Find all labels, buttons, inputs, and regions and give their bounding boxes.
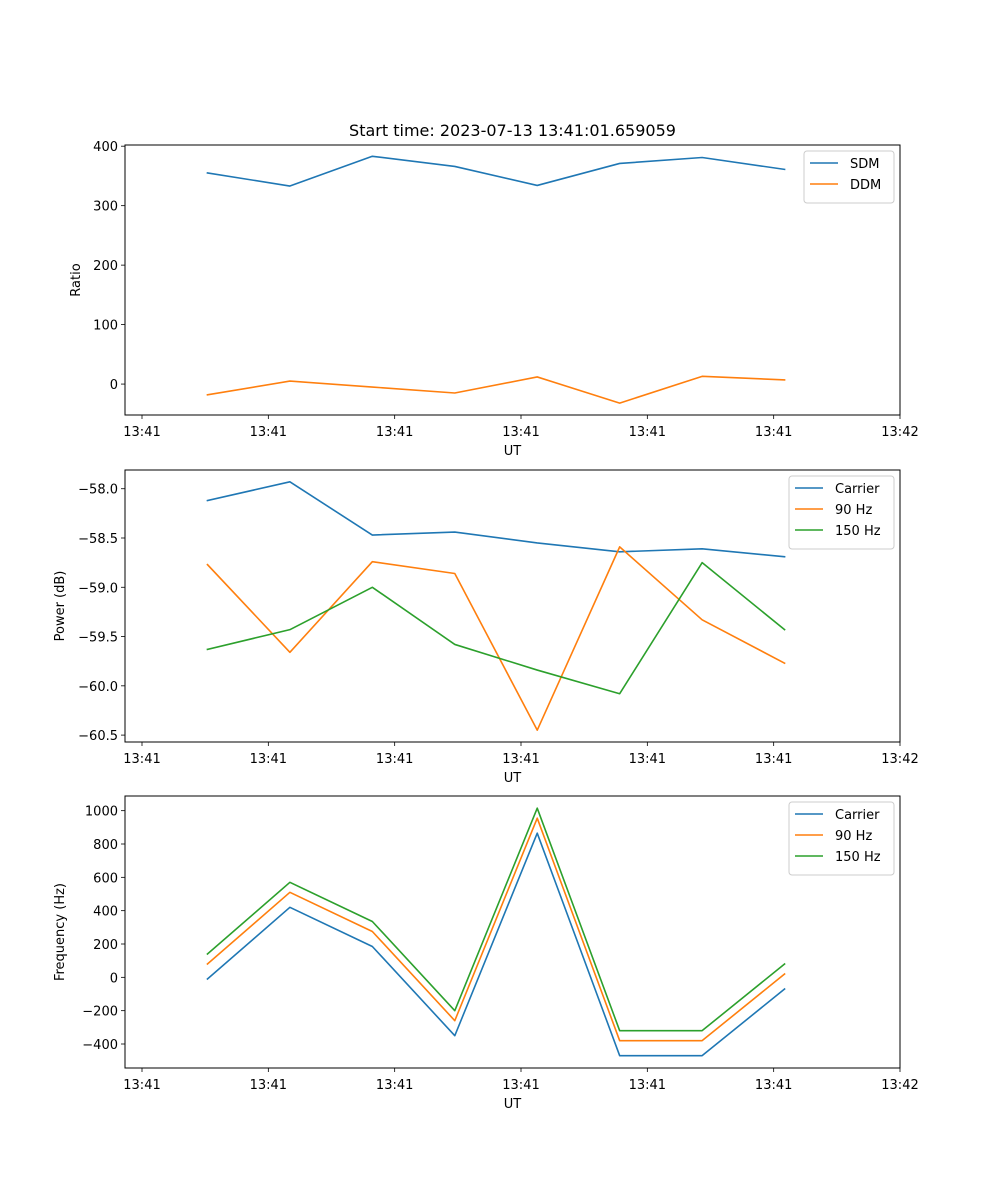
x-tick-label: 13:41 — [123, 425, 160, 440]
y-tick-label: 400 — [93, 140, 118, 155]
series-line-150-hz — [206, 561, 786, 695]
x-tick-label: 13:41 — [502, 425, 539, 440]
legend-label: 150 Hz — [835, 524, 881, 539]
x-tick-label: 13:41 — [502, 752, 539, 767]
x-tick-label: 13:41 — [755, 752, 792, 767]
y-tick-label: −58.5 — [78, 532, 118, 547]
y-tick-label: 0 — [110, 971, 118, 986]
subplot-1: 13:41 13:41 13:41 13:41 13:41 13:41 13:42 UT 0 10… — [69, 140, 919, 459]
y-tick-label: 100 — [93, 319, 118, 334]
x-tick-label: 13:41 — [376, 1078, 413, 1093]
axes-frame — [124, 469, 901, 743]
axes-frame — [124, 144, 901, 416]
series-line-sdm — [206, 155, 786, 187]
axes-frame — [124, 795, 901, 1069]
x-axis-label: UT — [504, 1097, 522, 1112]
x-tick-label: 13:41 — [123, 1078, 160, 1093]
x-tick-label: 13:41 — [755, 1078, 792, 1093]
legend-box — [803, 150, 895, 204]
legend-label: 150 Hz — [835, 850, 881, 865]
series-group — [206, 155, 786, 404]
x-tick-label: 13:41 — [250, 1078, 287, 1093]
y-tick-label: 300 — [93, 200, 118, 215]
legend-label: Carrier — [835, 482, 880, 497]
series-line-carrier — [206, 481, 786, 558]
x-tick-label: 13:41 — [629, 752, 666, 767]
y-tick-label: −58.0 — [78, 483, 118, 498]
y-tick-label: −59.5 — [78, 631, 118, 646]
series-line-90-hz — [206, 546, 786, 731]
x-tick-label: 13:41 — [376, 752, 413, 767]
series-line-carrier — [206, 832, 786, 1057]
y-tick-label: 600 — [93, 871, 118, 886]
subplots: 13:41 13:41 13:41 13:41 13:41 13:41 13:42 UT 0 10… — [53, 140, 919, 1112]
x-tick-label: 13:41 — [629, 1078, 666, 1093]
chart-title: Start time: 2023-07-13 13:41:01.659059 — [349, 121, 676, 140]
series-line-90-hz — [206, 817, 786, 1042]
y-tick-label: −200 — [82, 1005, 118, 1020]
legend-label: 90 Hz — [835, 503, 872, 518]
legend-label: DDM — [850, 178, 881, 193]
series-line-ddm — [206, 375, 786, 404]
x-tick-label: 13:42 — [881, 752, 918, 767]
y-tick-label: −60.5 — [78, 729, 118, 744]
y-axis-label: Frequency (Hz) — [53, 883, 68, 981]
x-tick-label: 13:42 — [881, 1078, 918, 1093]
x-axis-label: UT — [504, 771, 522, 786]
y-tick-label: 200 — [93, 938, 118, 953]
y-tick-label: −60.0 — [78, 680, 118, 695]
y-tick-label: −59.0 — [78, 581, 118, 596]
legend: SDM DDM — [803, 150, 895, 204]
y-tick-label: 800 — [93, 838, 118, 853]
x-tick-label: 13:41 — [123, 752, 160, 767]
series-group — [206, 481, 786, 731]
series-group — [206, 807, 786, 1057]
y-tick-label: 400 — [93, 905, 118, 920]
subplot-2: 13:41 13:41 13:41 13:41 13:41 13:41 13:42 UT −58… — [53, 469, 919, 786]
legend-label: Carrier — [835, 808, 880, 823]
legend: Carrier 90 Hz 150 Hz — [788, 801, 895, 876]
x-tick-label: 13:41 — [376, 425, 413, 440]
series-line-150-hz — [206, 807, 786, 1032]
y-tick-label: −400 — [82, 1038, 118, 1053]
x-tick-label: 13:42 — [881, 425, 918, 440]
x-tick-label: 13:41 — [250, 425, 287, 440]
legend: Carrier 90 Hz 150 Hz — [788, 475, 895, 550]
x-tick-label: 13:41 — [755, 425, 792, 440]
x-tick-label: 13:41 — [250, 752, 287, 767]
y-tick-label: 200 — [93, 259, 118, 274]
legend-label: SDM — [850, 157, 879, 172]
x-axis-label: UT — [504, 444, 522, 459]
subplot-3: 13:41 13:41 13:41 13:41 13:41 13:41 13:42 UT −40… — [53, 795, 919, 1112]
y-tick-label: 1000 — [85, 805, 118, 820]
y-axis-label: Ratio — [69, 263, 84, 296]
legend-label: 90 Hz — [835, 829, 872, 844]
x-tick-label: 13:41 — [629, 425, 666, 440]
y-axis-label: Power (dB) — [53, 571, 68, 642]
x-tick-label: 13:41 — [502, 1078, 539, 1093]
y-tick-label: 0 — [110, 378, 118, 393]
